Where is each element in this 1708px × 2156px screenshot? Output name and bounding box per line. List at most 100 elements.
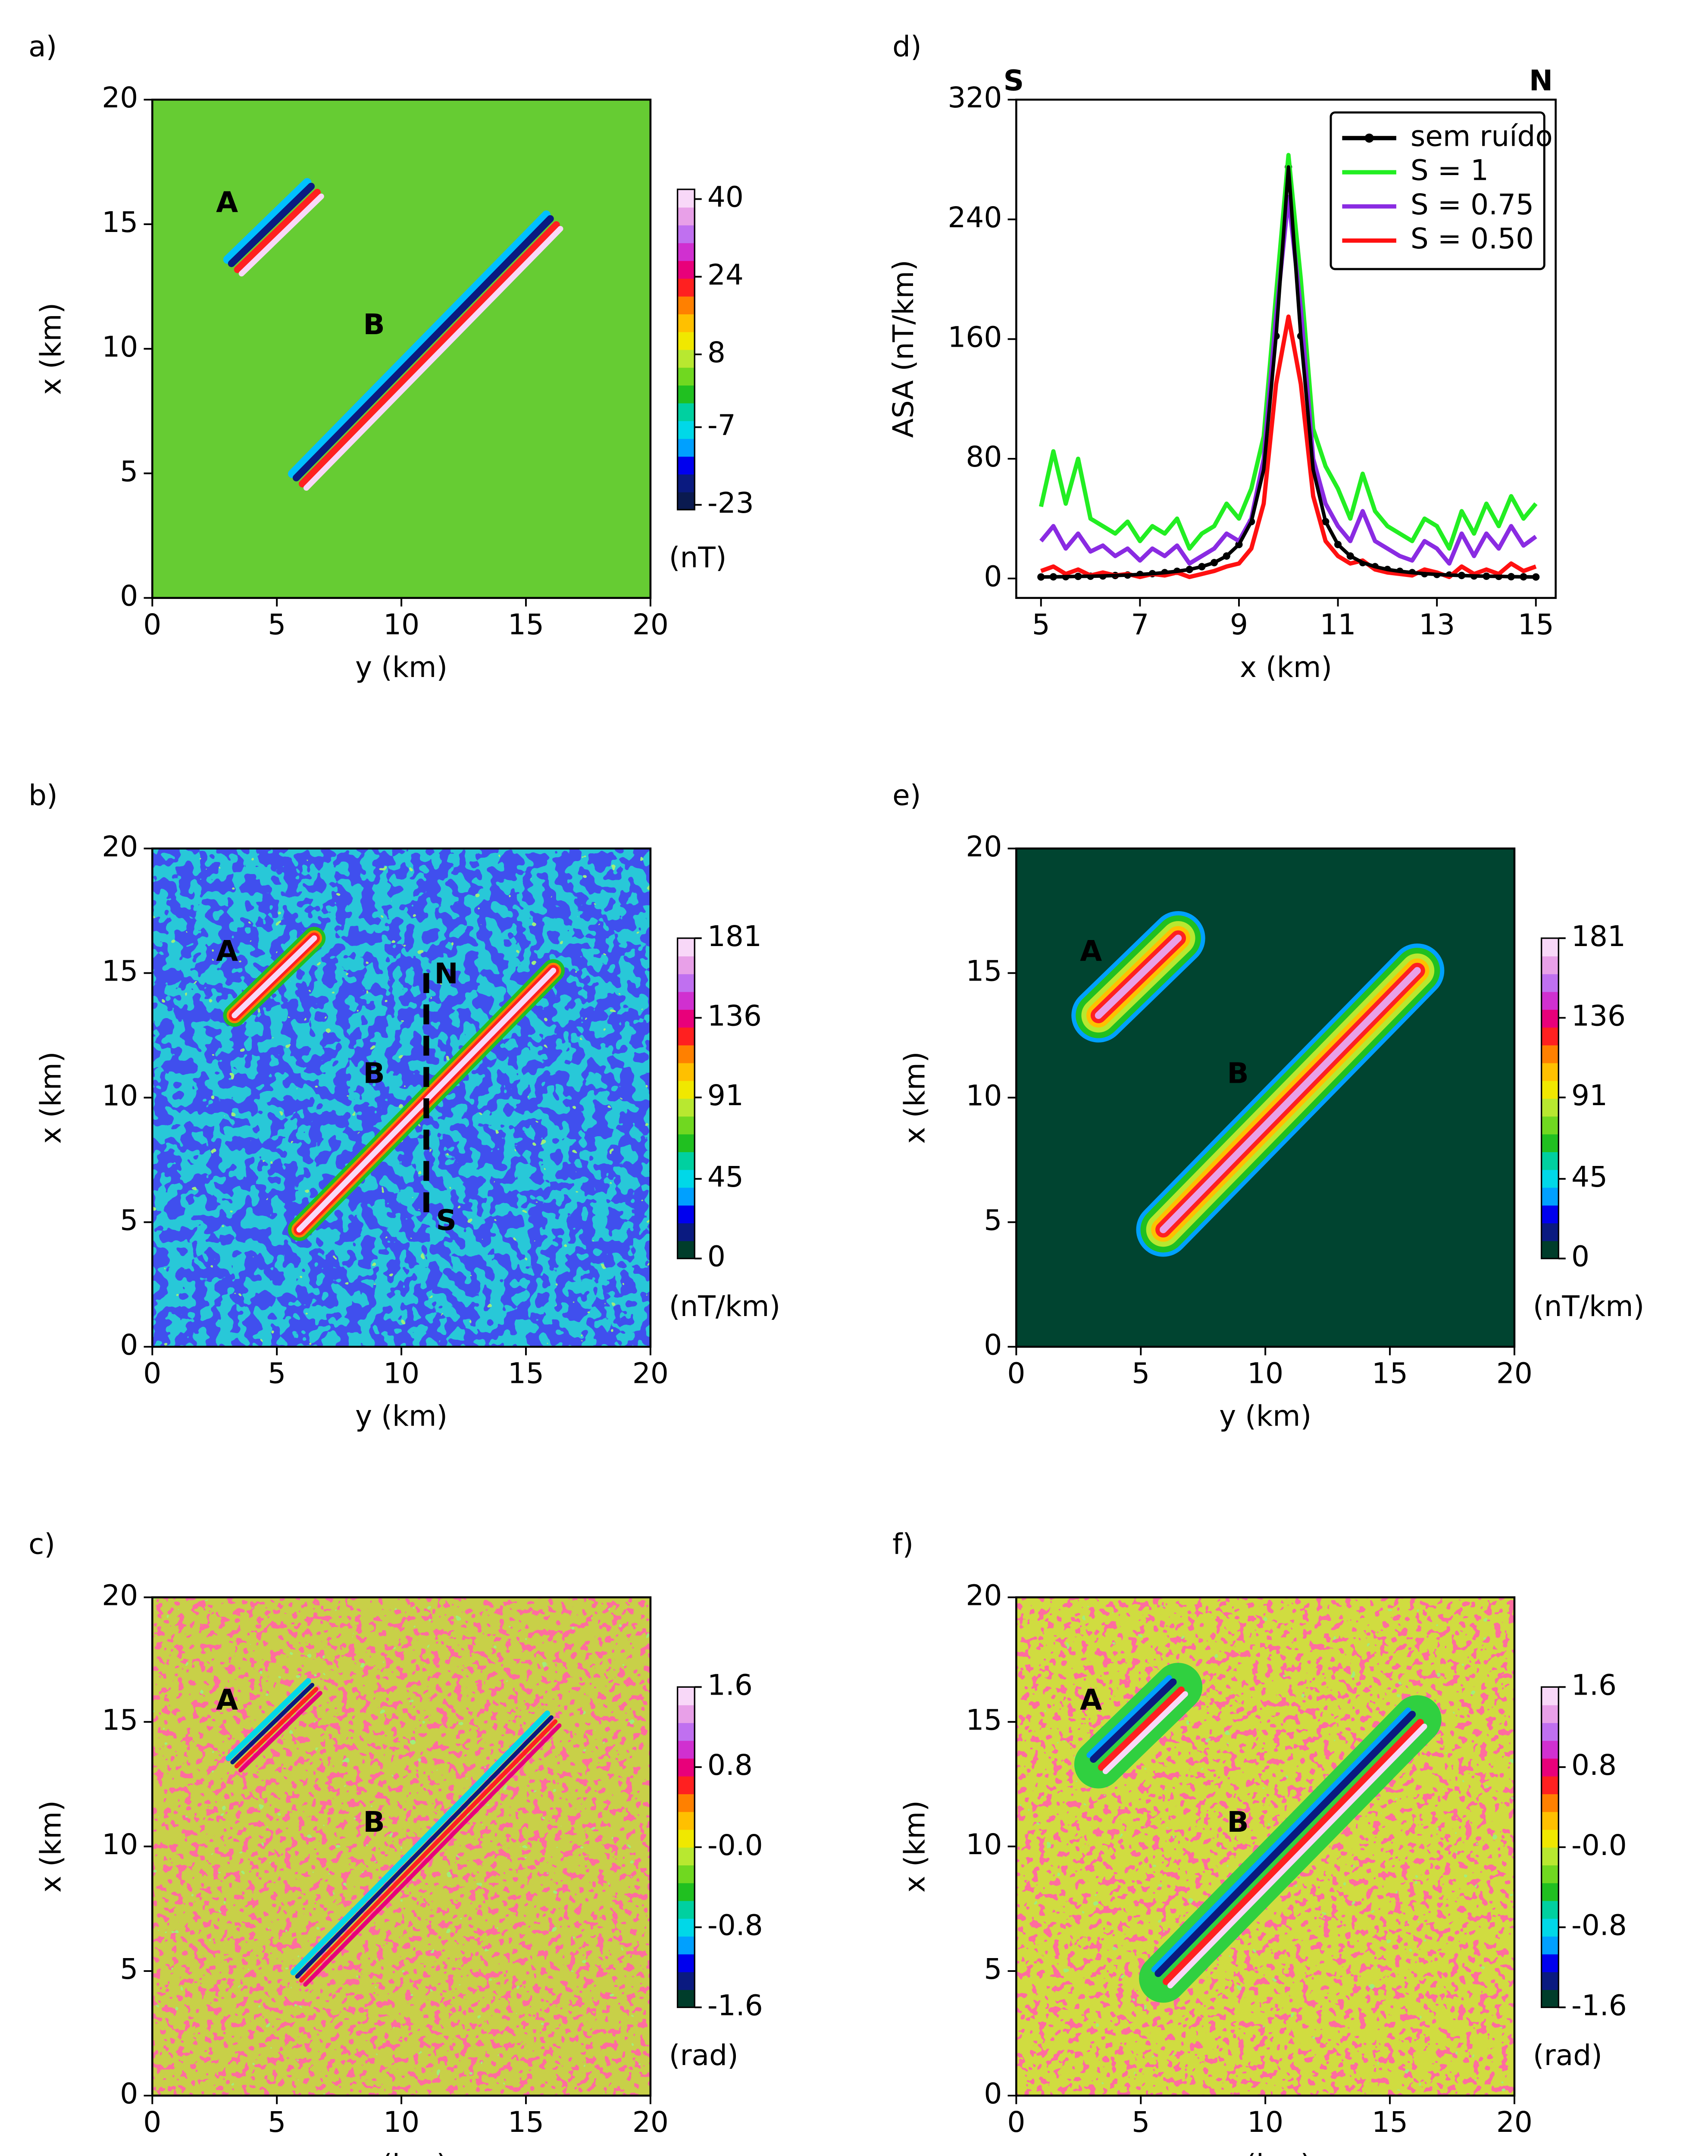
- heatmap-noise: [152, 848, 651, 1347]
- y-tick-label: 15: [102, 206, 138, 239]
- colorbar-band: [677, 1205, 695, 1224]
- anomaly-stripe: [228, 182, 315, 267]
- heatmap-noise: [152, 1597, 651, 2096]
- colorbar-band: [677, 1705, 695, 1723]
- colorbar-frame: [676, 937, 695, 1260]
- plot-frame: [151, 1596, 652, 2097]
- colorbar-band: [1541, 1169, 1559, 1188]
- y-tick-label: 240: [948, 201, 1002, 234]
- y-tick-label: 20: [102, 1579, 138, 1612]
- colorbar-tick-label: 40: [707, 181, 744, 214]
- data-point: [1532, 573, 1540, 581]
- colorbar-band: [677, 956, 695, 975]
- panel-label: f): [892, 1528, 913, 1561]
- colorbar-band: [1541, 1187, 1559, 1206]
- x-tick-label: 15: [508, 2106, 544, 2139]
- colorbar-tick-label: 136: [1571, 999, 1626, 1032]
- colorbar-band: [677, 438, 695, 457]
- anomaly-stripe: [1098, 1686, 1185, 1771]
- colorbar-band: [1541, 1936, 1559, 1955]
- heatmap: [1016, 848, 1514, 1347]
- x-tick-label: 0: [1007, 1357, 1025, 1390]
- y-tick-label: 0: [984, 2077, 1002, 2110]
- y-tick-label: 160: [948, 320, 1002, 354]
- colorbar-band: [1541, 1205, 1559, 1224]
- annotation: A: [216, 1683, 238, 1717]
- colorbar-tick-label: -0.0: [1571, 1829, 1627, 1862]
- colorbar-tick-label: -1.6: [1571, 1989, 1627, 2022]
- colorbar-band: [677, 1793, 695, 1812]
- colorbar-band: [1541, 1062, 1559, 1081]
- heatmap: [152, 1597, 651, 2096]
- colorbar-tick-label: 0.8: [707, 1749, 753, 1782]
- anomaly-stripe: [299, 1719, 558, 1983]
- colorbar-band: [677, 1883, 695, 1901]
- annotation: N: [1529, 64, 1553, 97]
- colorbar-band: [677, 1098, 695, 1117]
- colorbar-band: [677, 1829, 695, 1848]
- colorbar-band: [677, 260, 695, 279]
- anomaly-stripe: [1074, 1663, 1203, 1789]
- colorbar-band: [1541, 1776, 1559, 1794]
- colorbar-band: [1541, 1687, 1559, 1705]
- x-tick-label: 15: [508, 1357, 544, 1390]
- colorbar-band: [1541, 956, 1559, 975]
- colorbar-band: [677, 991, 695, 1010]
- panel-label: c): [28, 1528, 55, 1561]
- anomaly-stripe: [1095, 934, 1182, 1019]
- heatmap: [152, 848, 651, 1347]
- x-tick-label: 15: [1372, 1357, 1408, 1390]
- colorbar-tick-label: 0: [1571, 1240, 1589, 1273]
- colorbar-tick-label: -1.6: [707, 1989, 763, 2022]
- anomaly-stripe: [1139, 1695, 1442, 2003]
- y-axis-label: x (km): [898, 1800, 931, 1893]
- x-axis-label: y (km): [1219, 2148, 1311, 2156]
- y-axis-label: x (km): [34, 303, 67, 395]
- anomaly-stripe: [303, 1723, 562, 1987]
- x-tick-label: 15: [1372, 2106, 1408, 2139]
- colorbar-band: [1541, 1027, 1559, 1046]
- y-tick-label: 5: [984, 1203, 1002, 1237]
- colorbar-band: [677, 313, 695, 332]
- colorbar-band: [677, 1169, 695, 1188]
- anomaly-stripe: [223, 178, 312, 264]
- plot-frame: [1015, 847, 1516, 1348]
- colorbar-band: [677, 189, 695, 208]
- colorbar-band: [677, 1740, 695, 1759]
- x-tick-label: 9: [1230, 608, 1248, 641]
- colorbar-band: [677, 1758, 695, 1777]
- colorbar-label: (nT/km): [669, 1290, 780, 1323]
- x-axis-label: y (km): [355, 2148, 447, 2156]
- x-tick-label: 5: [268, 608, 286, 641]
- colorbar-band: [677, 474, 695, 492]
- annotation: A: [1080, 934, 1102, 968]
- colorbar-band: [677, 420, 695, 439]
- colorbar-tick-label: 45: [707, 1160, 744, 1194]
- x-tick-label: 11: [1320, 608, 1356, 641]
- y-tick-label: 15: [966, 955, 1002, 988]
- data-line: [1039, 153, 1538, 551]
- annotation: B: [1227, 1057, 1248, 1090]
- y-tick-label: 10: [966, 1828, 1002, 1861]
- colorbar-band: [1541, 1223, 1559, 1241]
- panel-label: e): [892, 779, 921, 812]
- colorbar-band: [1541, 1740, 1559, 1759]
- y-tick-label: 80: [966, 440, 1002, 473]
- colorbar-tick-label: 45: [1571, 1160, 1608, 1194]
- y-tick-label: 0: [984, 560, 1002, 593]
- legend-label: sem ruído: [1411, 119, 1553, 153]
- colorbar-tick-label: -0.0: [707, 1829, 763, 1862]
- colorbar-tick-label: 24: [707, 258, 744, 291]
- heatmap: [152, 100, 651, 598]
- colorbar-label: (rad): [669, 2039, 738, 2072]
- colorbar-band: [1541, 1116, 1559, 1134]
- colorbar-band: [677, 1971, 695, 1990]
- colorbar-band: [677, 1847, 695, 1866]
- y-tick-label: 20: [966, 1579, 1002, 1612]
- colorbar-tick-label: 8: [707, 336, 726, 369]
- colorbar-band: [1541, 974, 1559, 992]
- colorbar-band: [1541, 1098, 1559, 1117]
- colorbar-band: [1541, 1705, 1559, 1723]
- anomaly-stripe: [1090, 1678, 1177, 1763]
